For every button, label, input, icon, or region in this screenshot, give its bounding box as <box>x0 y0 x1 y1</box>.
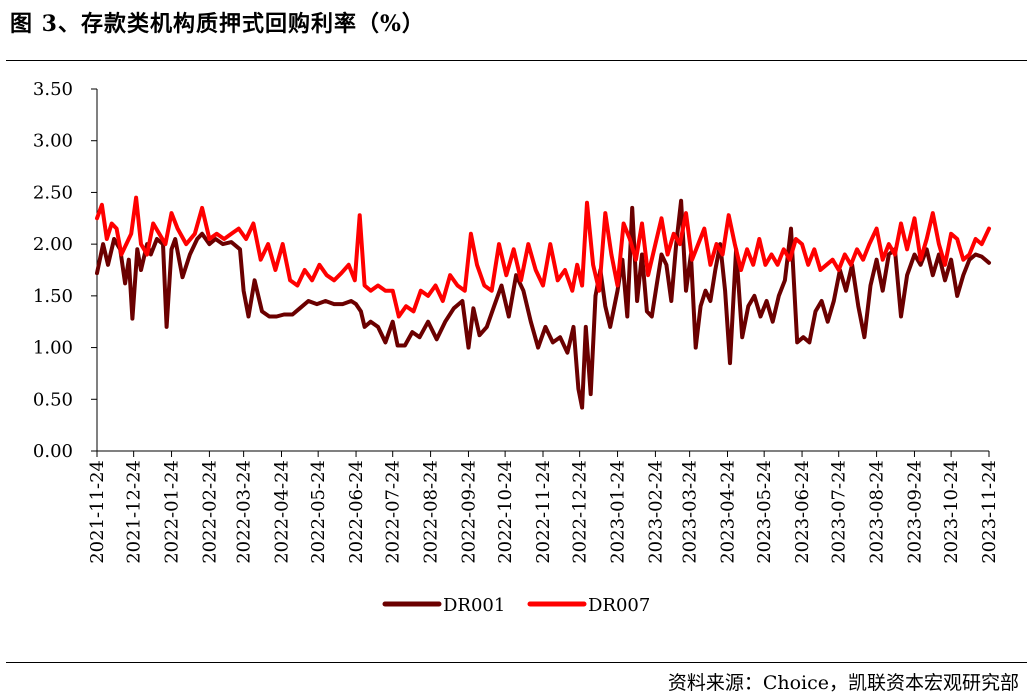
y-tick-label: 2.00 <box>33 234 73 255</box>
legend-label-dr007: DR007 <box>588 595 650 616</box>
x-tick-label: 2022-09-24 <box>458 460 479 564</box>
x-tick-label: 2023-05-24 <box>754 460 775 564</box>
x-tick-label: 2022-02-24 <box>199 460 220 564</box>
series-line-dr001 <box>95 198 991 410</box>
legend: DR001 DR007 <box>382 595 650 616</box>
x-tick-label: 2022-07-24 <box>383 460 404 564</box>
y-tick-label: 3.50 <box>33 79 73 100</box>
y-tick-label: 3.00 <box>33 131 73 152</box>
x-tick-label: 2022-04-24 <box>272 460 293 564</box>
y-tick-label: 0.50 <box>33 389 73 410</box>
x-tick-label: 2023-02-24 <box>645 460 666 564</box>
x-tick-label: 2021-11-24 <box>87 460 108 564</box>
header-rule <box>6 60 1027 61</box>
x-tick-label: 2022-01-24 <box>162 460 183 564</box>
x-tick-label: 2023-04-24 <box>718 460 739 564</box>
x-tick-label: 2023-09-24 <box>904 460 925 564</box>
series-line-dr007 <box>95 195 991 319</box>
y-tick-label: 2.50 <box>33 182 73 203</box>
series-lines <box>95 195 991 410</box>
footer-rule <box>6 662 1027 663</box>
legend-label-dr001: DR001 <box>443 595 505 616</box>
y-tick-label: 1.50 <box>33 286 73 307</box>
x-tick-label: 2022-10-24 <box>495 460 516 564</box>
x-tick-label: 2022-05-24 <box>308 460 329 564</box>
x-tick-label: 2023-11-24 <box>979 460 1000 564</box>
x-tick-label: 2022-11-24 <box>533 460 554 564</box>
x-tick-label: 2023-08-24 <box>867 460 888 564</box>
x-tick-label: 2022-08-24 <box>421 460 442 564</box>
y-axis: 0.00 0.50 1.00 1.50 2.00 2.50 3.00 3.50 <box>33 79 98 462</box>
source-note: 资料来源：Choice，凯联资本宏观研究部 <box>667 672 1019 694</box>
y-tick-label: 1.00 <box>33 338 73 359</box>
x-tick-label: 2022-03-24 <box>234 460 255 564</box>
line-chart: 0.00 0.50 1.00 1.50 2.00 2.50 3.00 3.50 2021-11… <box>33 79 1000 616</box>
x-tick-label: 2023-07-24 <box>829 460 850 564</box>
x-axis: 2021-11-24 2021-12-24 2022-01-24 2022-02-24… <box>87 450 1000 564</box>
x-tick-label: 2023-06-24 <box>792 460 813 564</box>
x-tick-label: 2023-10-24 <box>941 460 962 564</box>
chart-title: 图 3、存款类机构质押式回购利率（%） <box>10 11 425 37</box>
x-tick-label: 2023-01-24 <box>608 460 629 564</box>
y-tick-label: 0.00 <box>33 441 73 462</box>
x-tick-label: 2021-12-24 <box>124 460 145 564</box>
x-tick-label: 2023-03-24 <box>680 460 701 564</box>
x-tick-label: 2022-12-24 <box>570 460 591 564</box>
x-tick-label: 2022-06-24 <box>346 460 367 564</box>
